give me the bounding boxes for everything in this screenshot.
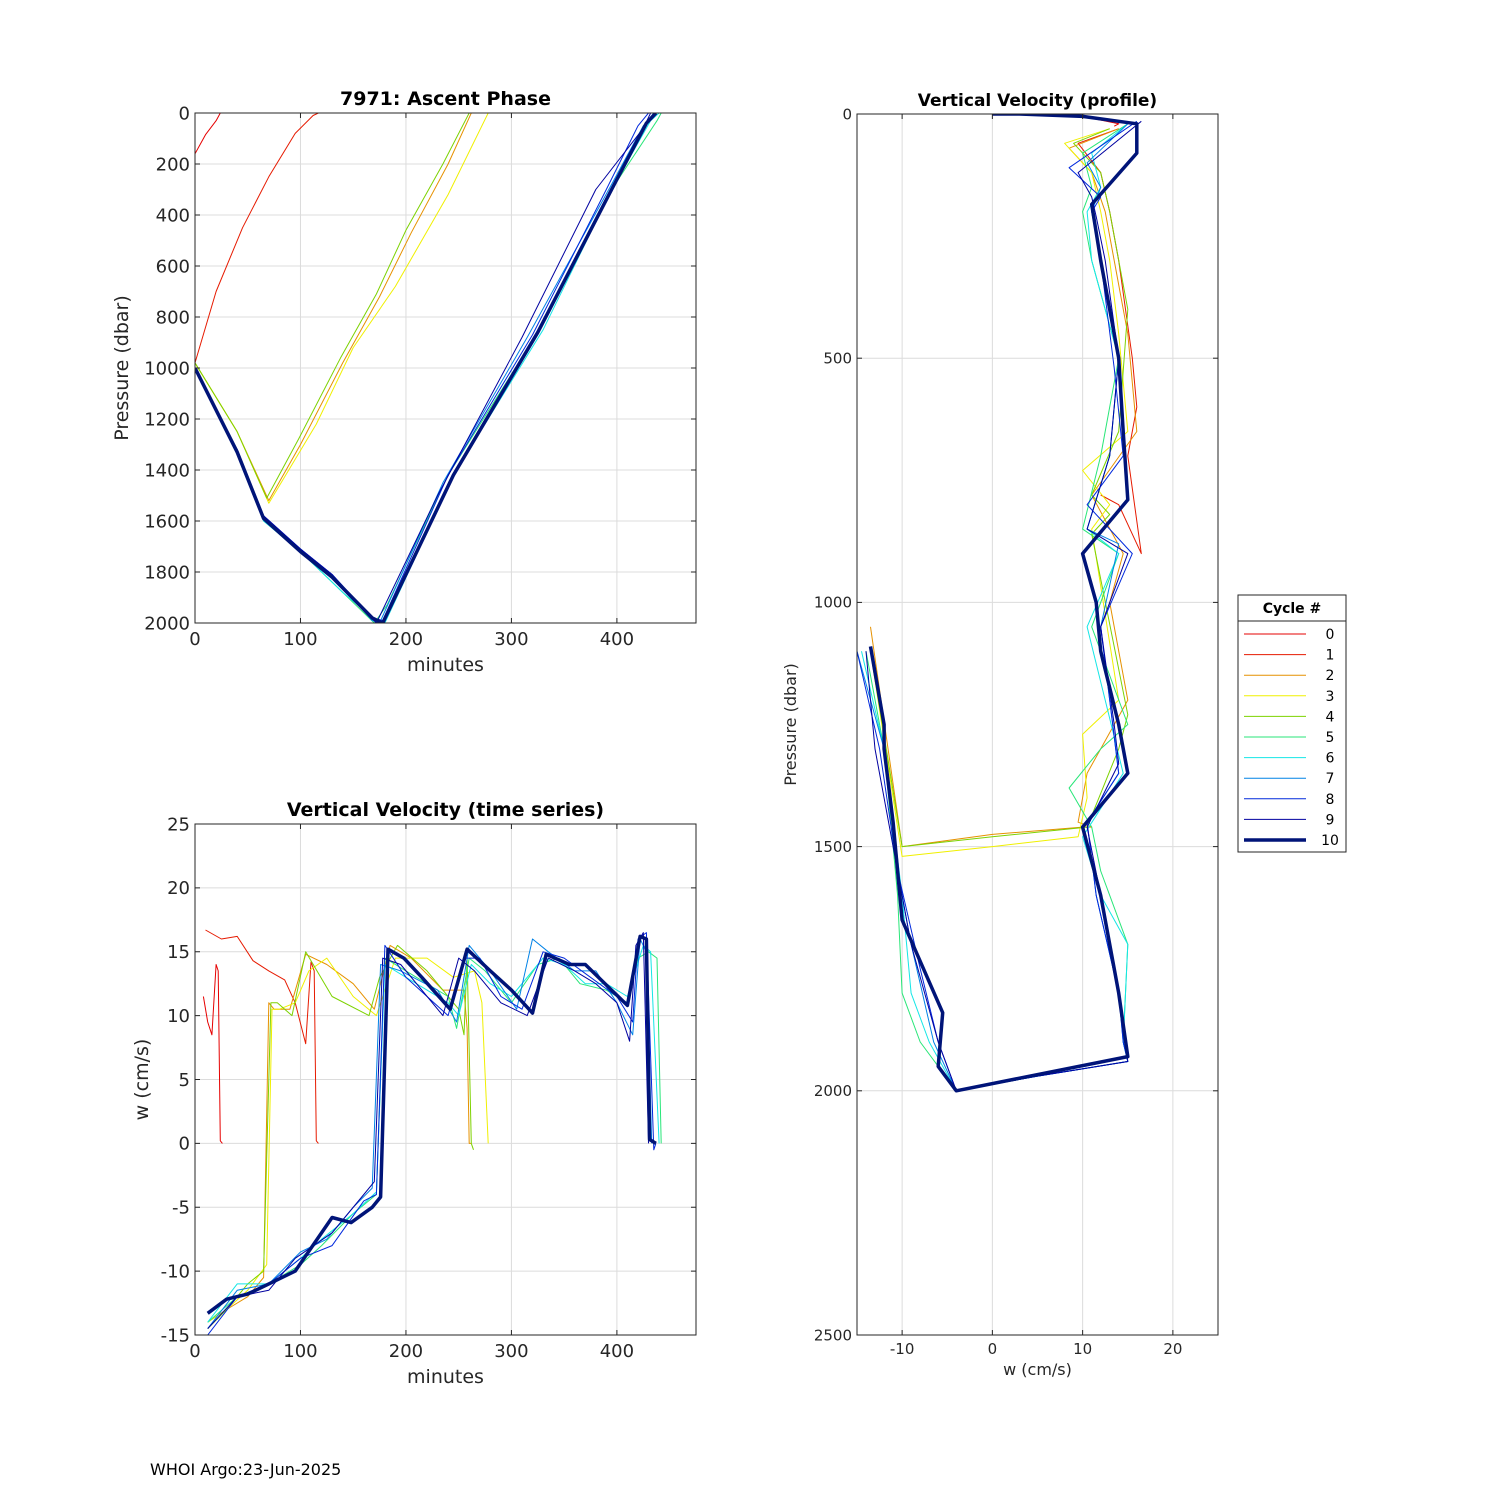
y-tick-label: 500 — [823, 349, 852, 367]
legend-entry-label: 6 — [1326, 751, 1335, 767]
series-line-cycle-10 — [868, 114, 1139, 1093]
series-line-cycle-1 — [205, 929, 319, 1144]
y-tick-label: -15 — [161, 1325, 190, 1346]
x-tick-label: 0 — [988, 1340, 998, 1358]
legend-entry-label: 7 — [1326, 771, 1335, 787]
series-group — [202, 929, 662, 1335]
y-tick-label: -10 — [161, 1261, 190, 1282]
series-line-cycle-2 — [870, 128, 1138, 848]
y-tick-label: 800 — [156, 307, 190, 328]
footer-credit: WHOI Argo:23-Jun-2025 — [150, 1460, 342, 1479]
y-tick-label: 1200 — [144, 409, 190, 430]
y-tick-label: 600 — [156, 256, 190, 277]
series-line-cycle-7 — [207, 938, 653, 1329]
y-axis-label: Pressure (dbar) — [111, 295, 133, 441]
x-tick-label: 20 — [1163, 1340, 1182, 1358]
y-tick-label: 5 — [179, 1070, 190, 1091]
chart-title: Vertical Velocity (profile) — [918, 91, 1157, 111]
series-line-cycle-0 — [202, 964, 223, 1144]
series-line-cycle-1 — [1077, 128, 1142, 555]
y-tick-label: 1500 — [814, 838, 852, 856]
y-tick-label: 20 — [167, 878, 190, 899]
x-axis-label: w (cm/s) — [1003, 1360, 1072, 1379]
y-tick-label: 1600 — [144, 511, 190, 532]
legend-entry-label: 10 — [1321, 833, 1339, 849]
y-tick-label: 2000 — [144, 613, 190, 634]
y-tick-label: 1400 — [144, 460, 190, 481]
series-group — [857, 114, 1142, 1093]
x-tick-label: 400 — [600, 1341, 634, 1362]
legend-entry-label: 3 — [1326, 689, 1335, 705]
series-line-cycle-10 — [206, 934, 657, 1315]
y-tick-label: 2000 — [814, 1082, 852, 1100]
x-tick-label: 400 — [600, 629, 634, 650]
series-line-cycle-2 — [207, 944, 472, 1323]
y-tick-label: 1000 — [144, 358, 190, 379]
series-line-cycle-4 — [195, 113, 470, 499]
series-line-cycle-1 — [195, 113, 319, 364]
y-tick-label: 400 — [156, 205, 190, 226]
y-tick-label: 2500 — [814, 1326, 852, 1344]
series-line-cycle-10 — [195, 113, 658, 623]
legend-entry-label: 9 — [1326, 812, 1335, 828]
y-tick-label: 200 — [156, 154, 190, 175]
y-tick-label: 0 — [179, 1134, 190, 1155]
y-tick-label: 25 — [167, 814, 190, 835]
plot-area — [857, 114, 1218, 1335]
x-tick-label: 300 — [494, 629, 528, 650]
series-line-cycle-8 — [207, 932, 657, 1335]
y-axis-label: Pressure (dbar) — [781, 663, 800, 786]
legend-entry-label: 8 — [1326, 792, 1335, 808]
legend-box — [1237, 594, 1347, 853]
y-tick-label: 15 — [167, 942, 190, 963]
legend-entry-label: 5 — [1326, 730, 1335, 746]
velocity-profile-chart: -10 0 10 20 0 500 1000 1500 2000 2500 Vertical Vel… — [781, 91, 1219, 1379]
y-tick-label: 1800 — [144, 562, 190, 583]
series-line-cycle-0 — [195, 113, 225, 155]
x-tick-label: -10 — [890, 1340, 915, 1358]
series-group — [195, 113, 662, 623]
x-tick-label: 0 — [189, 629, 200, 650]
y-tick-label: 1000 — [814, 594, 852, 612]
series-line-cycle-4 — [870, 128, 1129, 848]
grid — [857, 113, 1218, 1336]
legend-entry-label: 0 — [1326, 627, 1335, 643]
x-tick-label: 0 — [189, 1341, 200, 1362]
x-tick-label: 100 — [283, 629, 317, 650]
x-tick-label: 100 — [283, 1341, 317, 1362]
y-tick-label: 0 — [842, 105, 852, 123]
ascent-phase-chart: 0 100 200 300 400 0 200 400 600 800 1000 1200 1400 16… — [111, 88, 697, 676]
legend-entry-label: 4 — [1326, 709, 1335, 725]
x-axis-label: minutes — [407, 1366, 484, 1388]
chart-title: Vertical Velocity (time series) — [287, 799, 604, 821]
velocity-time-series-chart: 0 100 200 300 400 -15 -10 -5 0 5 10 15 20 25 Vertical … — [131, 799, 697, 1388]
cycle-legend: Cycle #0 1 2 3 4 5 6 7 8 9 10 — [1237, 594, 1347, 853]
x-tick-label: 300 — [494, 1341, 528, 1362]
y-tick-label: 10 — [167, 1006, 190, 1027]
series-line-cycle-9 — [865, 120, 1142, 1092]
y-tick-label: 0 — [179, 103, 190, 124]
x-axis-label: minutes — [407, 654, 484, 676]
chart-title: 7971: Ascent Phase — [340, 88, 551, 110]
x-tick-label: 10 — [1073, 1340, 1092, 1358]
legend-entry-label: 1 — [1326, 648, 1335, 664]
legend-entry-label: 2 — [1326, 668, 1335, 684]
axes-frame — [856, 113, 1219, 1336]
y-axis-label: w (cm/s) — [131, 1039, 153, 1121]
series-line-cycle-4 — [207, 944, 474, 1329]
x-tick-label: 200 — [389, 1341, 423, 1362]
legend-title: Cycle # — [1263, 601, 1322, 617]
grid — [194, 112, 696, 624]
y-tick-label: -5 — [172, 1198, 190, 1219]
x-tick-label: 200 — [389, 629, 423, 650]
